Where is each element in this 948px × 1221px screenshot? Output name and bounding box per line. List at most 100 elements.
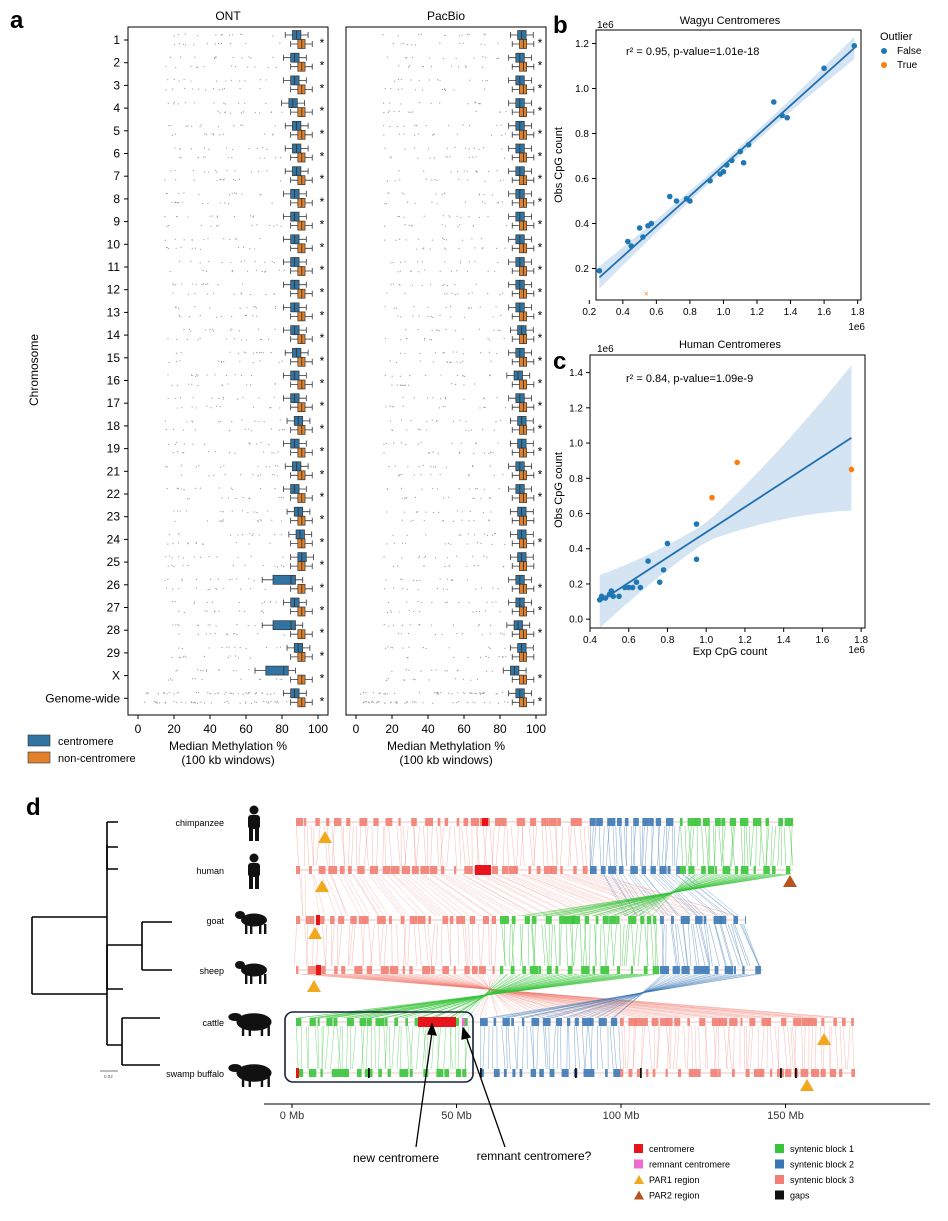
significance-star: * [538,490,543,504]
outlier-point [154,701,157,703]
chromosome-label: 5 [113,124,120,138]
outlier-point [265,466,267,468]
synteny-link [315,825,321,867]
syntenic-block [800,1069,809,1077]
outlier-point [401,497,403,500]
outlier-point [496,57,498,60]
outlier-point [174,600,176,603]
outlier-point [418,102,421,104]
synteny-link [687,825,692,867]
syntenic-block [326,818,330,826]
synteny-link [464,973,535,1019]
outlier-point [436,179,438,181]
outlier-point [446,239,448,241]
synteny-link [723,1025,728,1070]
outlier-point [274,565,276,568]
outlier-point [386,203,388,205]
synteny-link [299,873,304,917]
outlier-point [447,692,450,694]
outlier-point [446,361,448,363]
outlier-point [399,284,401,286]
outlier-point [267,693,269,695]
data-point [645,558,651,564]
synteny-link [531,923,536,967]
synteny-link [731,923,743,967]
syntenic-block [389,966,399,974]
synteny-link [383,1025,387,1070]
synteny-link [759,825,762,867]
outlier-point [245,701,247,703]
synteny-link [440,825,443,867]
species-label: goat [206,916,224,926]
chromosome-label: 11 [108,260,121,274]
synteny-link [704,1025,709,1070]
primate-silhouette-icon [249,853,259,863]
outlier-point [493,474,495,476]
outlier-point [456,170,459,172]
outlier-point [259,360,261,362]
outlier-point [438,407,441,409]
outlier-point [215,625,217,627]
outlier-point [444,670,446,672]
outlier-point [190,65,192,68]
outlier-point [486,601,488,603]
synteny-link [404,825,409,867]
outlier-point [203,655,206,657]
synteny-link [416,973,626,1019]
synteny-link [828,1025,831,1070]
syntenic-block [674,1018,681,1026]
outlier-point [365,692,367,694]
outlier-point [390,157,392,159]
y-tick-label: 1.0 [569,439,583,450]
significance-star: * [320,308,325,322]
outlier-point [272,35,274,37]
synteny-link [665,825,670,867]
syntenic-block [678,1069,682,1077]
syntenic-block [680,866,686,874]
outlier-point [208,451,210,453]
synteny-link [772,825,777,867]
outlier-point [379,692,381,694]
outlier-point [444,293,446,295]
gap-marker [368,1068,370,1078]
outlier-point [231,510,233,512]
syntenic-block [596,818,603,826]
synteny-link [361,1025,365,1070]
synteny-link [471,923,474,967]
outlier-point [178,647,180,649]
synteny-link [533,825,538,867]
outlier-point [501,633,504,635]
outlier-point [406,429,408,431]
outlier-point [469,79,471,81]
synteny-link [590,1025,593,1070]
chromosome-label: 9 [113,215,120,229]
syntenic-block [610,1018,618,1026]
legend-square [634,1144,643,1153]
outlier-point [259,88,261,90]
outlier-point [372,692,374,694]
ruminant-silhouette-icon [241,1077,245,1087]
outlier-point [180,474,182,476]
outlier-point [451,442,453,444]
synteny-link [453,825,457,867]
outlier-point [254,261,256,263]
syntenic-block [665,1069,668,1077]
outlier-point [261,610,263,612]
outlier-point [391,384,393,386]
significance-star: * [320,150,325,164]
outlier-point [230,43,232,45]
data-point [720,168,727,175]
syntenic-block [667,866,671,874]
outlier-point [211,133,213,135]
syntenic-block [707,866,715,874]
outlier-point [171,601,174,603]
synteny-link [570,923,574,967]
outlier-point [269,542,271,544]
outlier-point [184,87,186,90]
x-tick-label: 1.4 [777,635,791,646]
synteny-link [721,825,726,867]
synteny-link [847,1025,851,1070]
syntenic-block [714,966,719,974]
outlier-point [436,203,438,205]
